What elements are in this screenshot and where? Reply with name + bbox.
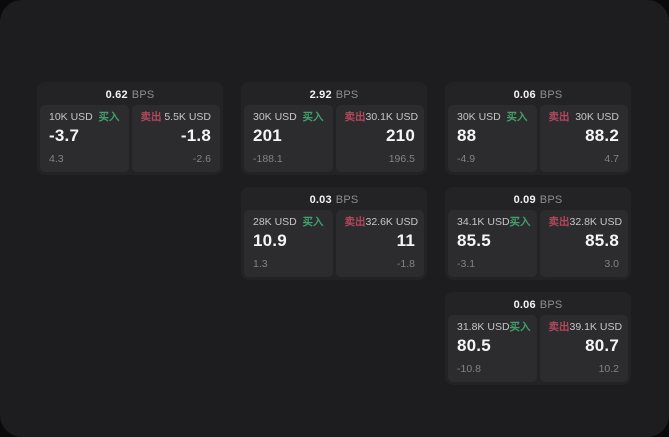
sell-label: 卖出 — [140, 111, 162, 123]
buy-size: 28K USD — [253, 216, 297, 228]
quote-card: 0.03 BPS 28K USD 买入 10.9 1.3 卖出 32.6K US… — [241, 187, 427, 280]
sell-label: 卖出 — [344, 111, 366, 123]
buy-label: 买入 — [302, 216, 324, 228]
buy-panel[interactable]: 30K USD 买入 88 -4.9 — [448, 105, 537, 172]
sell-size: 30K USD — [575, 111, 619, 123]
sell-subvalue: -1.8 — [396, 258, 415, 270]
buy-size: 31.8K USD — [457, 321, 510, 333]
buy-size: 30K USD — [457, 111, 501, 123]
buy-price: 80.5 — [457, 336, 491, 355]
sell-panel[interactable]: 卖出 30K USD 88.2 4.7 — [539, 105, 628, 172]
sell-label: 卖出 — [344, 216, 366, 228]
buy-subvalue: -188.1 — [253, 153, 283, 165]
bps-header: 0.62 BPS — [40, 85, 220, 105]
bps-unit: BPS — [335, 89, 359, 101]
sell-size: 32.8K USD — [569, 216, 623, 228]
buy-panel[interactable]: 31.8K USD 买入 80.5 -10.8 — [448, 315, 537, 382]
sell-label: 卖出 — [548, 321, 570, 333]
buy-label: 买入 — [98, 111, 120, 123]
quote-card: 2.92 BPS 30K USD 买入 201 -188.1 卖出 30.1K … — [241, 82, 427, 175]
bps-value: 0.09 — [513, 194, 536, 206]
buy-panel[interactable]: 10K USD 买入 -3.7 4.3 — [40, 105, 129, 172]
quote-card: 0.62 BPS 10K USD 买入 -3.7 4.3 卖出 5.5K USD — [37, 82, 223, 175]
bps-header: 0.09 BPS — [448, 190, 628, 210]
buy-label: 买入 — [509, 216, 531, 228]
buy-size: 30K USD — [253, 111, 297, 123]
sell-size: 32.6K USD — [365, 216, 419, 228]
sell-subvalue: -2.6 — [192, 153, 211, 165]
sell-label: 卖出 — [548, 111, 570, 123]
sell-size: 30.1K USD — [365, 111, 419, 123]
buy-label: 买入 — [506, 111, 528, 123]
buy-size: 34.1K USD — [457, 216, 510, 228]
bps-unit: BPS — [335, 194, 359, 206]
sell-subvalue: 196.5 — [388, 153, 415, 165]
buy-subvalue: -3.1 — [457, 258, 476, 270]
bps-unit: BPS — [539, 299, 563, 311]
sell-price: 88.2 — [585, 126, 619, 145]
sell-panel[interactable]: 卖出 5.5K USD -1.8 -2.6 — [131, 105, 220, 172]
bps-value: 0.62 — [105, 89, 128, 101]
sell-size: 39.1K USD — [569, 321, 623, 333]
buy-panel[interactable]: 30K USD 买入 201 -188.1 — [244, 105, 333, 172]
bps-value: 0.06 — [513, 299, 536, 311]
buy-size: 10K USD — [49, 111, 93, 123]
bps-header: 0.03 BPS — [244, 190, 424, 210]
bps-unit: BPS — [131, 89, 155, 101]
quote-card: 0.06 BPS 30K USD 买入 88 -4.9 卖出 30K USD — [445, 82, 631, 175]
buy-panel[interactable]: 28K USD 买入 10.9 1.3 — [244, 210, 333, 277]
buy-label: 买入 — [302, 111, 324, 123]
sell-price: -1.8 — [180, 126, 211, 145]
bps-header: 2.92 BPS — [244, 85, 424, 105]
bps-header: 0.06 BPS — [448, 295, 628, 315]
sell-price: 11 — [396, 231, 415, 250]
sell-panel[interactable]: 卖出 32.8K USD 85.8 3.0 — [539, 210, 628, 277]
quote-card: 0.09 BPS 34.1K USD 买入 85.5 -3.1 卖出 32.8K… — [445, 187, 631, 280]
sell-size: 5.5K USD — [164, 111, 211, 123]
buy-panel[interactable]: 34.1K USD 买入 85.5 -3.1 — [448, 210, 537, 277]
buy-subvalue: 1.3 — [253, 258, 268, 270]
bps-unit: BPS — [539, 194, 563, 206]
sell-subvalue: 3.0 — [604, 258, 619, 270]
bps-value: 0.03 — [309, 194, 332, 206]
sell-price: 85.8 — [585, 231, 619, 250]
bps-value: 2.92 — [309, 89, 332, 101]
sell-panel[interactable]: 卖出 32.6K USD 11 -1.8 — [335, 210, 424, 277]
sell-label: 卖出 — [548, 216, 570, 228]
buy-price: 10.9 — [253, 231, 287, 250]
sell-panel[interactable]: 卖出 39.1K USD 80.7 10.2 — [539, 315, 628, 382]
buy-price: -3.7 — [49, 126, 80, 145]
sell-subvalue: 4.7 — [604, 153, 619, 165]
buy-price: 88 — [457, 126, 477, 145]
bps-value: 0.06 — [513, 89, 536, 101]
quote-card: 0.06 BPS 31.8K USD 买入 80.5 -10.8 卖出 39.1… — [445, 292, 631, 385]
bps-unit: BPS — [539, 89, 563, 101]
buy-label: 买入 — [509, 321, 531, 333]
buy-subvalue: -10.8 — [457, 363, 481, 375]
sell-price: 80.7 — [585, 336, 619, 355]
buy-price: 201 — [253, 126, 282, 145]
sell-price: 210 — [386, 126, 415, 145]
bps-header: 0.06 BPS — [448, 85, 628, 105]
buy-subvalue: 4.3 — [49, 153, 64, 165]
buy-price: 85.5 — [457, 231, 491, 250]
sell-subvalue: 10.2 — [598, 363, 619, 375]
sell-panel[interactable]: 卖出 30.1K USD 210 196.5 — [335, 105, 424, 172]
quote-board: 0.62 BPS 10K USD 买入 -3.7 4.3 卖出 5.5K USD — [37, 82, 631, 385]
buy-subvalue: -4.9 — [457, 153, 476, 165]
